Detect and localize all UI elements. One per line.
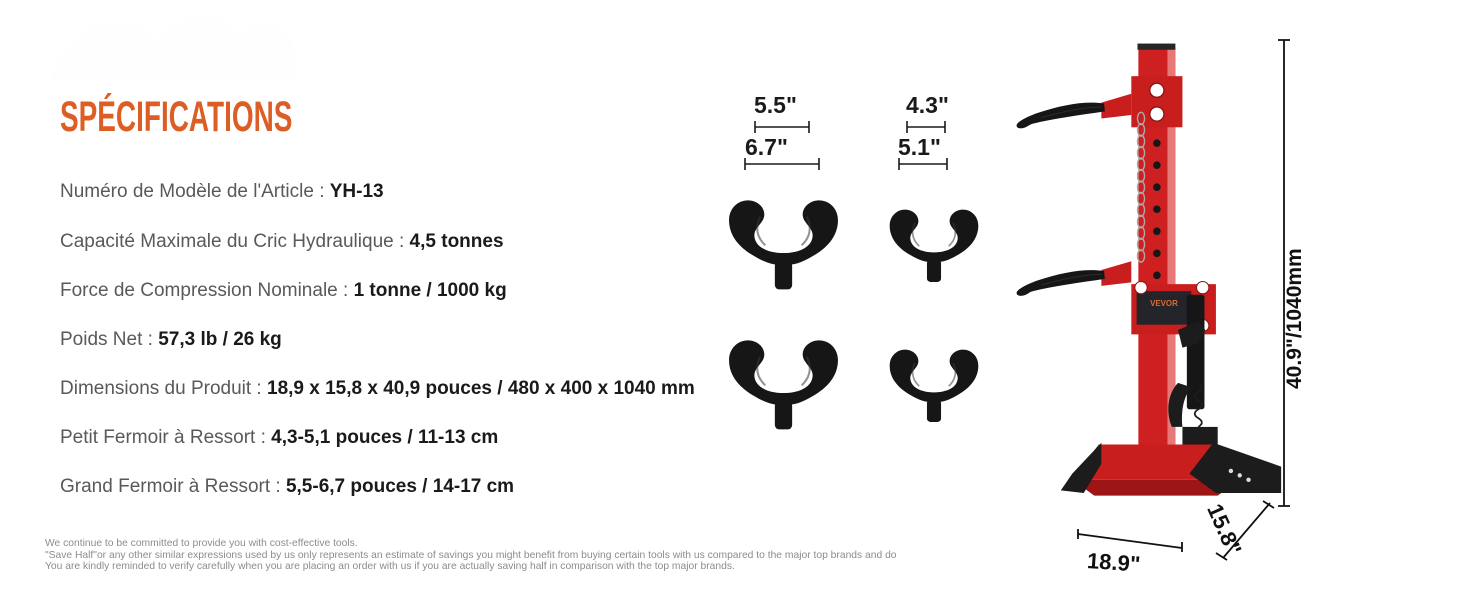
svg-text:VEVOR: VEVOR	[1150, 299, 1178, 308]
